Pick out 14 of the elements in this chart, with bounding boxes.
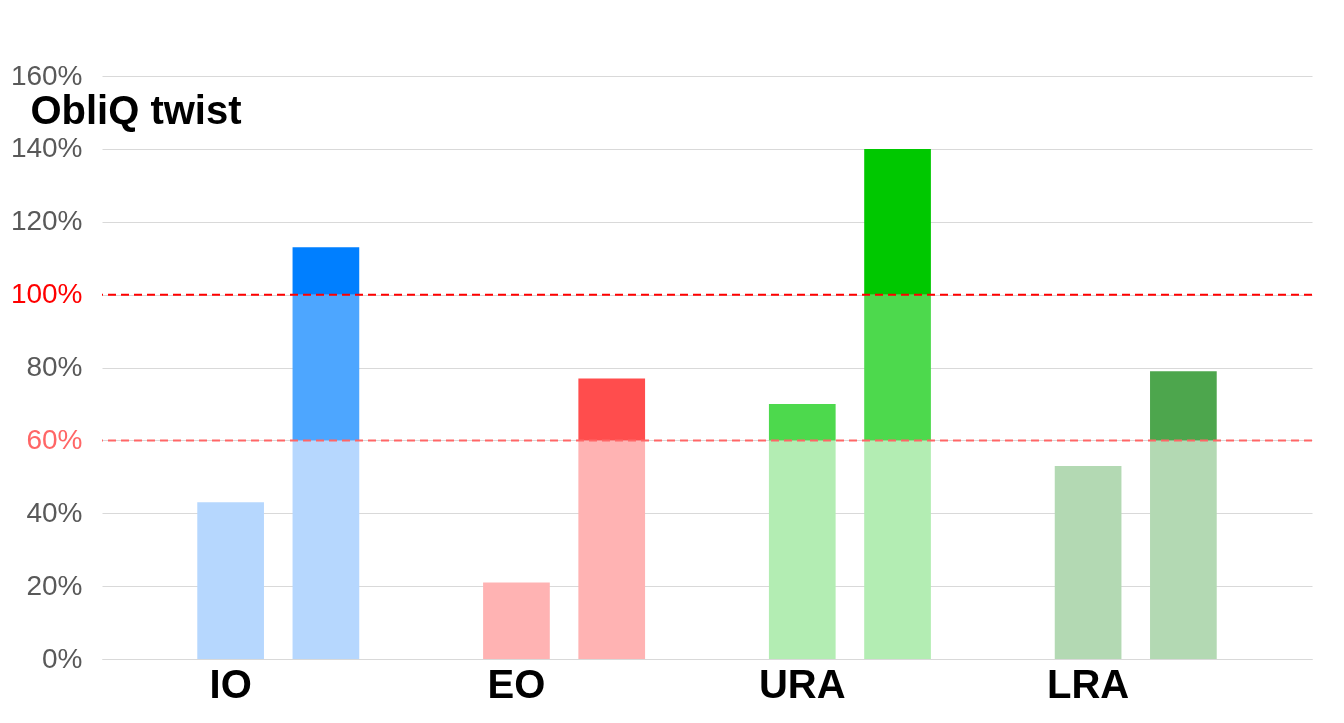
y-tick-label: 100%: [10, 278, 83, 310]
y-tick-label: 160%: [10, 59, 83, 91]
chart-title: ObliQ twist: [30, 88, 242, 132]
y-tick-label: 20%: [26, 569, 83, 601]
y-tick-label: 40%: [26, 496, 83, 528]
y-tick-label: 120%: [10, 205, 83, 237]
y-tick-label: 80%: [26, 351, 83, 382]
y-tick-label: 60%: [26, 423, 83, 455]
x-tick-label: URA: [758, 661, 846, 706]
y-tick-label: 140%: [10, 132, 83, 164]
x-tick-label: EO: [487, 661, 546, 706]
x-tick-label: LRA: [1046, 661, 1130, 706]
x-tick-label: IO: [209, 661, 252, 706]
y-tick-label: 0%: [42, 642, 83, 674]
